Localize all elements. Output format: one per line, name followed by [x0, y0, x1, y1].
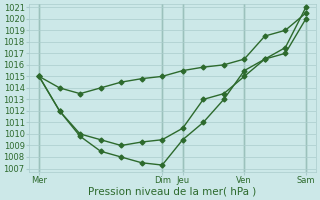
X-axis label: Pression niveau de la mer( hPa ): Pression niveau de la mer( hPa )	[88, 187, 257, 197]
